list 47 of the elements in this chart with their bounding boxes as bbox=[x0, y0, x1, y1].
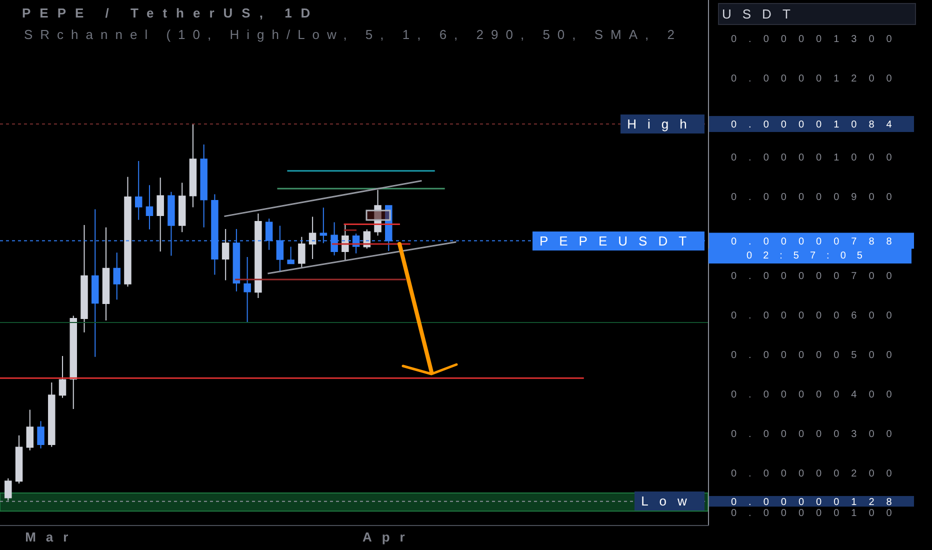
candlestick bbox=[244, 256, 251, 323]
candlestick bbox=[48, 382, 56, 448]
y-tick-label: 0.00001084 bbox=[731, 119, 904, 130]
y-tick-label: 0.00000600 bbox=[731, 310, 904, 322]
candlestick bbox=[26, 409, 34, 451]
y-axis-title: USDT bbox=[722, 6, 802, 22]
candlestick bbox=[113, 252, 120, 300]
y-tick-label: 0.00001300 bbox=[731, 34, 904, 46]
y-tick-label: 0.00000400 bbox=[731, 389, 904, 400]
candlestick bbox=[254, 213, 262, 299]
y-tick-label: 0.00000500 bbox=[731, 350, 904, 361]
candlestick bbox=[134, 160, 142, 220]
candlestick bbox=[308, 216, 316, 260]
candlestick bbox=[37, 420, 44, 449]
y-tick-label: 0.00000100 bbox=[731, 508, 904, 519]
candlestick bbox=[102, 226, 110, 322]
candlestick bbox=[15, 434, 23, 484]
candlestick bbox=[374, 189, 382, 236]
candlestick bbox=[124, 176, 132, 288]
ref-line-label: Low bbox=[641, 494, 698, 508]
y-tick-label: 0.00000300 bbox=[731, 428, 904, 440]
y-tick-label: 0.00000200 bbox=[731, 468, 904, 480]
candlestick bbox=[287, 246, 294, 264]
candlestick bbox=[189, 123, 197, 208]
candlestick bbox=[80, 224, 88, 333]
candlestick bbox=[178, 182, 186, 233]
candlestick bbox=[58, 356, 66, 398]
text: PEPE / TetherUS, 1D bbox=[22, 6, 320, 21]
text: SRchannel (10, High/Low, 5, 1, 6, 290, 50, SMA, 2 bbox=[24, 27, 682, 42]
y-tick-label: 0.00001000 bbox=[731, 152, 904, 164]
y-tick-label: 0.00000128 bbox=[731, 496, 904, 508]
y-tick-label: 0.00001200 bbox=[731, 74, 904, 85]
ref-line-label: High bbox=[627, 116, 698, 132]
ref-line-label: PEPEUSDT bbox=[539, 234, 698, 248]
candlestick bbox=[70, 315, 77, 410]
candlestick bbox=[200, 144, 208, 228]
text: 02:57:05 bbox=[746, 250, 874, 262]
y-tick-label: 0.00000788 bbox=[731, 236, 904, 248]
y-tick-label: 0.00000900 bbox=[731, 192, 904, 204]
candlestick bbox=[4, 478, 12, 502]
candlestick bbox=[298, 236, 306, 269]
candlestick bbox=[146, 184, 154, 230]
x-tick-label: Apr bbox=[362, 530, 415, 545]
candlestick bbox=[222, 228, 230, 281]
y-tick-label: 0.00000700 bbox=[731, 271, 904, 282]
x-tick-label: Mar bbox=[25, 530, 78, 545]
candlestick bbox=[156, 177, 164, 252]
